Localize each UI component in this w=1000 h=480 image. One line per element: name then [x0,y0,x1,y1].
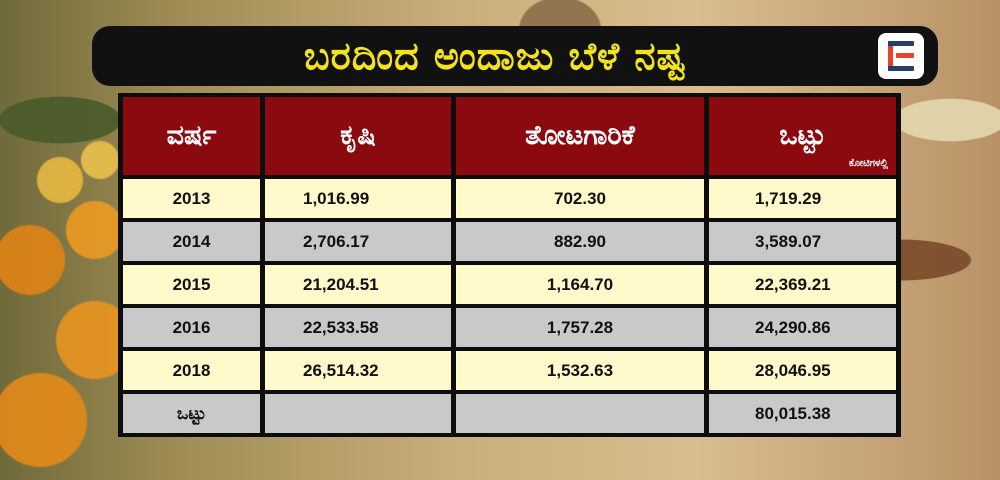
cell-horticulture: 1,757.28 [456,308,704,347]
header-total: ಒಟ್ಟು ಕೋಟಿಗಳಲ್ಲಿ [709,97,896,175]
cell-year: 2015 [123,265,260,304]
cell-horticulture: 1,532.63 [456,351,704,390]
cell-year: 2016 [123,308,260,347]
title-banner: ಬರದಿಂದ ಅಂದಾಜು ಬೆಳೆ ನಷ್ಟ [92,26,938,86]
table-row: 2013 1,016.99 702.30 1,719.29 [123,179,896,218]
cell-year: 2018 [123,351,260,390]
cell-total-label: ಒಟ್ಟು [123,394,260,433]
cell-total: 3,589.07 [709,222,896,261]
cell-horticulture: 1,164.70 [456,265,704,304]
cell-agriculture: 1,016.99 [265,179,451,218]
unit-note: ಕೋಟಿಗಳಲ್ಲಿ [848,158,888,169]
table-row: 2018 26,514.32 1,532.63 28,046.95 [123,351,896,390]
cell-agriculture: 21,204.51 [265,265,451,304]
cell-total: 22,369.21 [709,265,896,304]
cell-total: 1,719.29 [709,179,896,218]
header-horticulture: ತೋಟಗಾರಿಕೆ [456,97,704,175]
table-header-row: ವರ್ಷ ಕೃಷಿ ತೋಟಗಾರಿಕೆ ಒಟ್ಟು ಕೋಟಿಗಳಲ್ಲಿ [123,97,896,175]
cell-horticulture: 882.90 [456,222,704,261]
cell-horticulture: 702.30 [456,179,704,218]
cell-year: 2013 [123,179,260,218]
header-year: ವರ್ಷ [123,97,260,175]
table-footer-row: ಒಟ್ಟು 80,015.38 [123,394,896,433]
cell-agriculture: 26,514.32 [265,351,451,390]
header-total-label: ಒಟ್ಟು [779,120,826,151]
page-title: ಬರದಿಂದ ಅಂದಾಜು ಬೆಳೆ ನಷ್ಟ [303,33,687,78]
header-agriculture: ಕೃಷಿ [265,97,451,175]
table-row: 2014 2,706.17 882.90 3,589.07 [123,222,896,261]
cell-year: 2014 [123,222,260,261]
cell-agriculture: 22,533.58 [265,308,451,347]
cell-grand-total: 80,015.38 [709,394,896,433]
cell-total: 24,290.86 [709,308,896,347]
brand-logo [878,33,924,79]
table-row: 2016 22,533.58 1,757.28 24,290.86 [123,308,896,347]
table-row: 2015 21,204.51 1,164.70 22,369.21 [123,265,896,304]
crop-loss-table: ವರ್ಷ ಕೃಷಿ ತೋಟಗಾರಿಕೆ ಒಟ್ಟು ಕೋಟಿಗಳಲ್ಲಿ 201… [118,93,901,437]
cell-total: 28,046.95 [709,351,896,390]
e-brand-logo-icon [888,41,914,71]
cell-agriculture: 2,706.17 [265,222,451,261]
cell-horticulture [456,394,704,433]
cell-agriculture [265,394,451,433]
